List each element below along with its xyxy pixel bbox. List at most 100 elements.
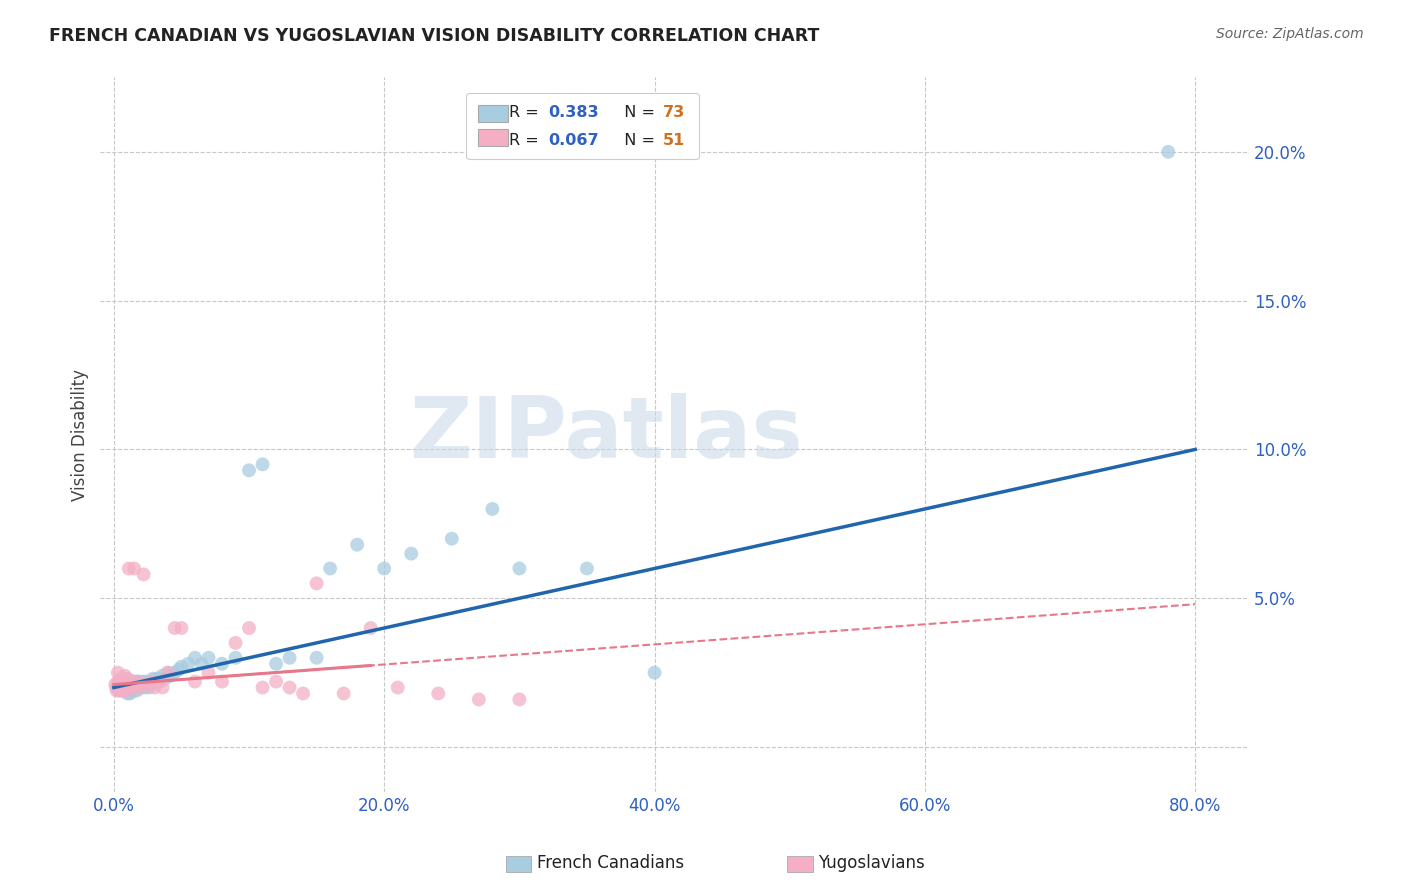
Text: Source: ZipAtlas.com: Source: ZipAtlas.com (1216, 27, 1364, 41)
Point (129, 681, 152, 695)
Point (111, 674, 134, 689)
Point (332, 686, 354, 700)
Text: ZIPatlas: ZIPatlas (409, 393, 803, 476)
Point (508, 692, 530, 706)
Point (148, 674, 170, 689)
Point (138, 681, 160, 695)
Point (131, 674, 153, 689)
Point (120, 681, 142, 695)
Point (136, 677, 159, 691)
Point (170, 659, 193, 673)
Point (170, 621, 193, 635)
Point (399, 547, 422, 561)
Point (159, 668, 181, 682)
Point (107, 674, 129, 689)
Point (121, 681, 143, 695)
Point (124, 681, 146, 695)
Point (108, 683, 131, 698)
Point (120, 686, 142, 700)
Point (120, 683, 142, 698)
Point (132, 677, 155, 691)
Point (155, 672, 177, 686)
Text: R =: R = (509, 133, 544, 148)
Text: FRENCH CANADIAN VS YUGOSLAVIAN VISION DISABILITY CORRELATION CHART: FRENCH CANADIAN VS YUGOSLAVIAN VISION DI… (49, 27, 820, 45)
Point (190, 657, 212, 671)
Point (184, 674, 207, 689)
Point (152, 668, 174, 682)
Point (121, 674, 143, 689)
Point (104, 677, 127, 691)
Point (644, 665, 666, 680)
Point (177, 657, 200, 671)
Y-axis label: Vision Disability: Vision Disability (72, 368, 89, 500)
Point (110, 672, 132, 686)
Point (122, 683, 145, 698)
Point (107, 665, 129, 680)
Point (117, 674, 139, 689)
Point (225, 636, 247, 650)
Point (264, 674, 287, 689)
Point (118, 683, 141, 698)
Point (1157, 145, 1180, 159)
Point (468, 692, 491, 706)
Point (481, 502, 503, 516)
Text: N =: N = (614, 133, 661, 148)
Text: 0.067: 0.067 (548, 133, 599, 148)
Point (163, 665, 186, 680)
Point (167, 663, 190, 677)
Point (427, 686, 450, 700)
Point (252, 458, 274, 472)
Point (120, 677, 142, 691)
Point (197, 650, 219, 665)
Point (108, 683, 131, 698)
Point (128, 677, 150, 691)
Point (440, 532, 463, 546)
Point (305, 650, 328, 665)
Point (141, 677, 163, 691)
Text: N =: N = (614, 105, 661, 120)
Point (108, 674, 131, 689)
Point (132, 567, 155, 582)
Point (111, 681, 134, 695)
Point (225, 650, 247, 665)
Point (125, 683, 148, 698)
Point (156, 665, 179, 680)
Point (118, 677, 141, 691)
Point (238, 463, 260, 477)
Point (120, 674, 142, 689)
Point (136, 677, 159, 691)
Point (122, 677, 145, 691)
Point (146, 672, 169, 686)
Point (114, 681, 136, 695)
Point (238, 621, 260, 635)
Point (111, 683, 134, 698)
Point (292, 686, 315, 700)
Point (125, 677, 148, 691)
Legend:   R =  0.383   N = 73,   R =  0.067   N = 51: R = 0.383 N = 73, R = 0.067 N = 51 (467, 93, 699, 160)
Point (127, 674, 149, 689)
Point (264, 657, 287, 671)
Point (117, 686, 139, 700)
Point (114, 674, 136, 689)
Point (122, 561, 145, 575)
Point (124, 674, 146, 689)
Point (117, 672, 139, 686)
Point (373, 561, 395, 575)
Point (163, 621, 186, 635)
Point (127, 674, 149, 689)
Point (252, 681, 274, 695)
Point (197, 665, 219, 680)
Point (112, 683, 135, 698)
Point (575, 561, 598, 575)
Text: Yugoslavians: Yugoslavians (818, 855, 925, 872)
Point (121, 677, 143, 691)
Point (118, 561, 141, 575)
Point (149, 674, 172, 689)
Point (319, 561, 342, 575)
Point (115, 677, 138, 691)
Point (129, 681, 152, 695)
Point (115, 674, 138, 689)
Point (156, 665, 179, 680)
Point (114, 668, 136, 682)
Point (105, 681, 128, 695)
